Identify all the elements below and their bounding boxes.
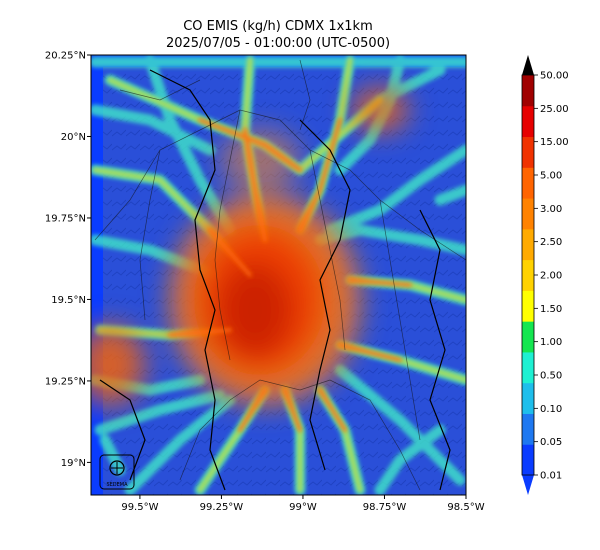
colorbar-label: 50.00 <box>540 71 569 82</box>
logo-text: SEDEMA <box>106 482 128 488</box>
y-tick-label: 19.75°N <box>45 213 86 224</box>
colorbar-segment <box>522 351 534 384</box>
colorbar-segment <box>522 259 534 291</box>
colorbar-label: 5.00 <box>540 171 562 182</box>
colorbar-segment <box>522 290 534 322</box>
colorbar-segment <box>522 444 534 476</box>
colorbar-segment <box>522 75 534 107</box>
colorbar-segment <box>522 198 534 230</box>
y-tick-label: 20.25°N <box>45 51 86 62</box>
colorbar-label: 0.05 <box>540 437 562 448</box>
map-title-line2: 2025/07/05 - 01:00:00 (UTC-0500) <box>165 36 391 51</box>
y-tick-label: 20°N <box>61 132 86 143</box>
urban-core-emissions <box>91 88 408 405</box>
colorbar-label: 0.50 <box>540 371 562 382</box>
municipal-boundaries <box>94 59 466 491</box>
x-axis: 99.5°W 99.25°W 99°W 98.75°W 98.5°W <box>121 495 485 513</box>
colorbar-label: 15.00 <box>540 137 569 148</box>
x-tick-label: 99.25°W <box>200 502 244 513</box>
colorbar-label: 25.00 <box>540 104 569 115</box>
colorbar-label: 1.50 <box>540 304 562 315</box>
y-tick-label: 19.5°N <box>51 295 86 306</box>
colorbar-label: 0.10 <box>540 404 562 415</box>
state-borders <box>99 69 451 491</box>
colorbar-segment <box>522 136 534 168</box>
x-tick-label: 98.5°W <box>447 502 484 513</box>
map-title-line1: CO EMIS (kg/h) CDMX 1x1km <box>183 19 373 34</box>
colorbar-segment <box>522 413 534 445</box>
map-area <box>91 55 466 495</box>
x-tick-label: 99°W <box>289 502 317 513</box>
y-tick-label: 19°N <box>61 458 86 469</box>
road-network-high <box>168 118 412 432</box>
x-tick-label: 99.5°W <box>121 502 158 513</box>
colorbar-segment <box>522 228 534 261</box>
colorbar-segment <box>522 105 534 138</box>
colorbar-segment <box>522 321 534 353</box>
colorbar-segment <box>522 167 534 199</box>
x-tick-label: 98.75°W <box>363 502 407 513</box>
colorbar-label: 0.01 <box>540 471 562 482</box>
colorbar-over-arrow <box>522 55 534 75</box>
map-frame <box>90 54 467 496</box>
sedema-logo: SEDEMA <box>99 454 135 490</box>
colorbar: 0.01 0.05 0.10 0.50 1.00 1.50 2.00 2.50 3.00 5.00… <box>521 55 569 495</box>
colorbar-label: 2.00 <box>540 271 562 282</box>
y-tick-label: 19.25°N <box>45 376 86 387</box>
colorbar-label: 2.50 <box>540 237 562 248</box>
colorbar-under-arrow <box>522 475 534 495</box>
colorbar-label: 3.00 <box>540 204 562 215</box>
colorbar-label: 1.00 <box>540 337 562 348</box>
colorbar-segment <box>522 382 534 414</box>
y-axis: 20.25°N 20°N 19.75°N 19.5°N 19.25°N 19°N <box>45 51 91 469</box>
